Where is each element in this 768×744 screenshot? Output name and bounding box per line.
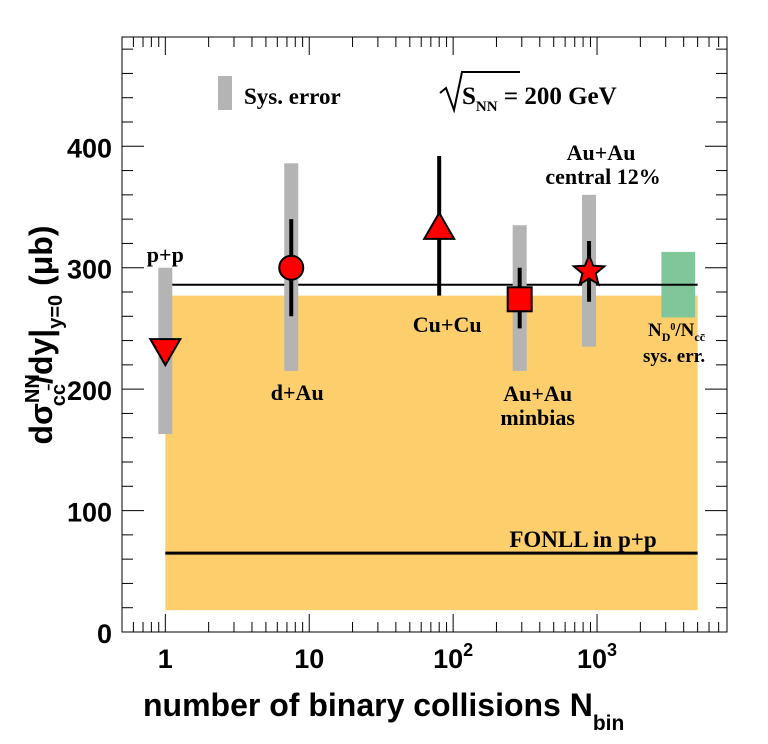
- y-tick-label: 100: [67, 498, 112, 528]
- legend-sys-error-label: Sys. error: [244, 84, 341, 109]
- y-tick-label: 400: [67, 133, 112, 163]
- bands-layer: [165, 251, 698, 611]
- sqrt-sign-icon: [439, 71, 520, 114]
- data-point-label: Cu+Cu: [413, 312, 482, 337]
- x-axis-title: number of binary collisions Nbin: [143, 687, 624, 735]
- y-tick-label: 300: [67, 255, 112, 285]
- y-tick-label: 0: [97, 619, 112, 649]
- data-point-marker: [148, 338, 183, 368]
- data-point-marker: [506, 286, 533, 313]
- legend-sys-error-swatch: [218, 76, 232, 110]
- data-point-label: p+p: [147, 242, 184, 267]
- markers-layer: [148, 210, 607, 368]
- data-point-marker: [278, 254, 305, 281]
- data-point-label: minbias: [500, 405, 575, 430]
- y-axis-title: dσNN cc̄/dy|y=0 (μb): [22, 225, 70, 444]
- reference-lines-layer: [165, 283, 698, 555]
- plot-frame-layer: [121, 36, 728, 633]
- y-tick-label: 200: [67, 376, 112, 406]
- fonll-band: [165, 295, 698, 611]
- x-tick-label: 102: [433, 640, 473, 674]
- x-tick-label: 10: [294, 644, 324, 674]
- nd-ratio-label: ND0/Ncc̄: [648, 320, 706, 344]
- x-tick-label: 1: [158, 644, 173, 674]
- data-point-label: central 12%: [545, 164, 660, 189]
- data-point-label: Au+Au: [503, 381, 572, 406]
- data-point-label: Au+Au: [567, 140, 636, 165]
- data-point-marker: [422, 210, 456, 240]
- energy-label: SNN = 200 GeV: [462, 83, 617, 115]
- fonll-label: FONLL in p+p: [509, 527, 656, 552]
- data-point-label: d+Au: [271, 380, 324, 405]
- x-tick-label: 103: [577, 640, 617, 674]
- plot-frame: [121, 36, 728, 633]
- nd-ratio-label-2: sys. err.: [643, 346, 705, 367]
- data-point-marker: [571, 252, 607, 287]
